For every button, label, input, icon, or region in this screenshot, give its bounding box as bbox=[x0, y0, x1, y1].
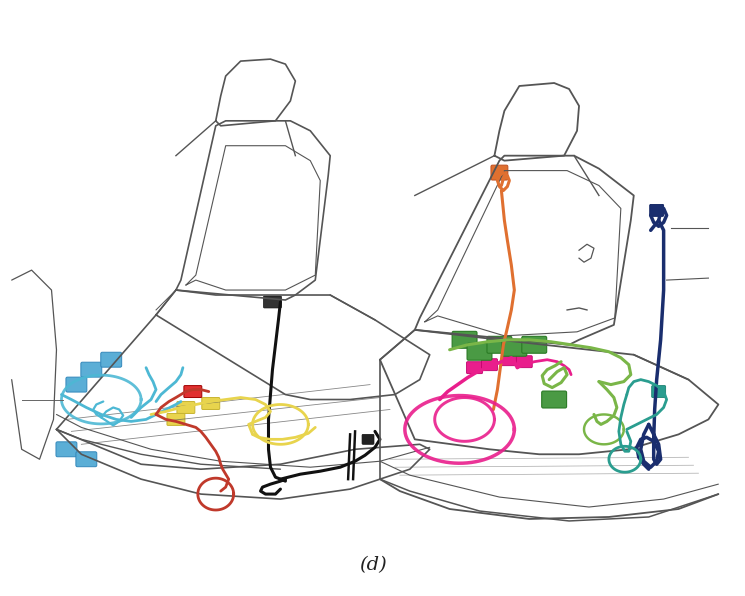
FancyBboxPatch shape bbox=[66, 377, 87, 392]
FancyBboxPatch shape bbox=[56, 442, 77, 457]
FancyBboxPatch shape bbox=[466, 362, 483, 374]
FancyBboxPatch shape bbox=[516, 356, 532, 368]
FancyBboxPatch shape bbox=[481, 359, 498, 371]
FancyBboxPatch shape bbox=[652, 386, 665, 398]
FancyBboxPatch shape bbox=[522, 336, 547, 353]
FancyBboxPatch shape bbox=[177, 402, 195, 414]
FancyBboxPatch shape bbox=[452, 331, 477, 348]
FancyBboxPatch shape bbox=[491, 165, 508, 180]
Text: (d): (d) bbox=[358, 555, 387, 574]
FancyBboxPatch shape bbox=[76, 452, 97, 467]
FancyBboxPatch shape bbox=[167, 414, 185, 426]
FancyBboxPatch shape bbox=[542, 391, 567, 408]
FancyBboxPatch shape bbox=[487, 336, 512, 353]
FancyBboxPatch shape bbox=[501, 354, 517, 366]
FancyBboxPatch shape bbox=[650, 204, 664, 216]
FancyBboxPatch shape bbox=[467, 343, 492, 360]
FancyBboxPatch shape bbox=[101, 352, 121, 367]
FancyBboxPatch shape bbox=[362, 434, 374, 444]
FancyBboxPatch shape bbox=[184, 386, 202, 398]
FancyBboxPatch shape bbox=[81, 362, 102, 377]
FancyBboxPatch shape bbox=[202, 398, 220, 409]
FancyBboxPatch shape bbox=[264, 296, 282, 308]
FancyBboxPatch shape bbox=[502, 339, 527, 356]
